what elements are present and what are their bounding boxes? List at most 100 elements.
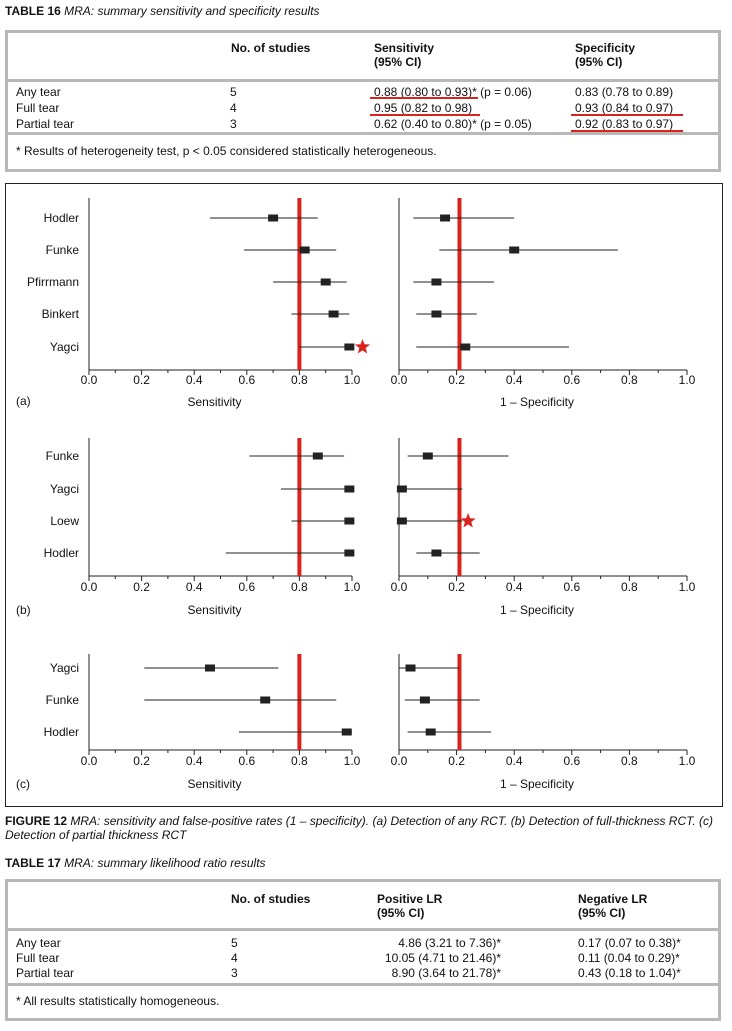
- table17-row-negative: 0.11 (0.04 to 0.29)*: [578, 951, 680, 965]
- table16-row-studies: 4: [230, 101, 237, 115]
- figure12-chart: 0.0 0.2 0.4 0.6 0.8 1.0 Hodler Funke Pfirrmann Bi…: [16, 198, 696, 791]
- fpr-point-marker: [431, 278, 442, 286]
- fpr-tick-label: 0.6: [563, 580, 580, 594]
- table16-header-sensitivity: Sensitivity: [374, 41, 435, 55]
- sensitivity-point-marker: [341, 728, 352, 736]
- table16-row-studies: 5: [230, 85, 237, 99]
- fpr-point-marker: [396, 485, 407, 493]
- table16-header-sensitivity-ci: (95% CI): [374, 55, 422, 69]
- sensitivity-tick-label: 0.2: [133, 754, 150, 768]
- sensitivity-point-marker: [328, 310, 339, 318]
- study-label: Hodler: [44, 211, 79, 225]
- sensitivity-point-marker: [344, 485, 355, 493]
- fpr-tick-label: 0.8: [621, 754, 638, 768]
- sensitivity-point-marker: [312, 452, 323, 460]
- table17-row-negative: 0.17 (0.07 to 0.38)*: [578, 936, 681, 950]
- table17-header: No. of studies Positive LR (95% CI) Nega…: [8, 882, 718, 931]
- study-label: Hodler: [44, 546, 79, 560]
- study-label: Yagci: [50, 661, 79, 675]
- table17-row-studies: 4: [231, 951, 238, 965]
- table16-caption-text: MRA: summary sensitivity and specificity…: [64, 4, 320, 18]
- table17-row-label: Partial tear: [16, 966, 75, 980]
- fpr-tick-label: 0.2: [448, 580, 465, 594]
- fpr-x-label: 1 – Specificity: [500, 395, 574, 409]
- table16-header: No. of studies Sensitivity (95% CI) Spec…: [8, 33, 718, 82]
- sensitivity-point-marker: [204, 664, 215, 672]
- table17-header-negative-ci: (95% CI): [578, 906, 626, 920]
- table16-row-specificity: 0.93 (0.84 to 0.97): [575, 101, 674, 115]
- figure12-caption: FIGURE 12 MRA: sensitivity and false-pos…: [5, 814, 721, 842]
- table17-row-studies: 3: [231, 966, 238, 980]
- table16-caption-label: TABLE 16: [5, 4, 61, 18]
- sensitivity-tick-label: 0.4: [186, 580, 203, 594]
- sensitivity-tick-label: 0.0: [81, 373, 98, 387]
- sensitivity-x-label: Sensitivity: [187, 395, 241, 409]
- sensitivity-tick-label: 0.8: [291, 373, 308, 387]
- sensitivity-tick-label: 0.6: [238, 754, 255, 768]
- table16-sens-value: 0.88 (0.80 to 0.93)*: [374, 85, 477, 99]
- study-label: Loew: [50, 514, 79, 528]
- table17-row-negative: 0.43 (0.18 to 1.04)*: [578, 966, 681, 980]
- fpr-point-marker: [509, 246, 520, 254]
- sensitivity-tick-label: 0.0: [81, 580, 98, 594]
- sensitivity-point-marker: [260, 696, 271, 704]
- sensitivity-tick-label: 0.4: [186, 373, 203, 387]
- table17-row-positive: 4.86 (3.21 to 7.36)*: [398, 936, 501, 950]
- fpr-tick-label: 0.2: [448, 373, 465, 387]
- table17-row-label: Any tear: [16, 936, 61, 950]
- sensitivity-tick-label: 0.8: [291, 754, 308, 768]
- sensitivity-x-label: Sensitivity: [187, 777, 241, 791]
- fpr-point-marker: [422, 452, 433, 460]
- sensitivity-point-marker: [344, 549, 355, 557]
- table16-row-label: Partial tear: [16, 117, 75, 131]
- fpr-point-marker: [460, 343, 471, 351]
- fpr-tick-label: 0.6: [563, 373, 580, 387]
- table17-caption-text: MRA: summary likelihood ratio results: [64, 856, 266, 870]
- table17-header-negative: Negative LR: [578, 892, 648, 906]
- red-star-icon: [460, 513, 476, 528]
- fpr-point-marker: [425, 728, 436, 736]
- study-label: Pfirrmann: [27, 275, 79, 289]
- table16-caption: TABLE 16 MRA: summary sensitivity and sp…: [5, 4, 320, 18]
- sensitivity-point-marker: [299, 246, 310, 254]
- table17-footnote: * All results statistically homogeneous.: [16, 994, 220, 1008]
- sensitivity-point-marker: [344, 343, 355, 351]
- sensitivity-point-marker: [344, 517, 355, 525]
- fpr-tick-label: 0.0: [391, 754, 408, 768]
- study-label: Yagci: [50, 340, 79, 354]
- table16-row-sensitivity: 0.95 (0.82 to 0.98): [374, 101, 472, 116]
- table17-caption: TABLE 17 MRA: summary likelihood ratio r…: [5, 856, 266, 870]
- study-label: Funke: [46, 693, 80, 707]
- panel-tag: (a): [16, 394, 31, 408]
- fpr-tick-label: 0.4: [506, 754, 523, 768]
- fpr-tick-label: 0.0: [391, 580, 408, 594]
- table16-row-studies: 3: [230, 117, 237, 131]
- table17-row-label: Full tear: [16, 951, 60, 965]
- table17-row-studies: 5: [231, 936, 238, 950]
- table16-row-sensitivity: 0.88 (0.80 to 0.93)* (p = 0.06): [374, 85, 532, 100]
- sensitivity-tick-label: 0.2: [133, 373, 150, 387]
- fpr-tick-label: 0.0: [391, 373, 408, 387]
- table16-row-label: Full tear: [16, 101, 60, 115]
- table17-footer: * All results statistically homogeneous.: [8, 983, 718, 1018]
- table16-sens-p: (p = 0.06): [476, 85, 532, 99]
- highlight-underline: [370, 97, 478, 99]
- table16-header-specificity-ci: (95% CI): [575, 55, 623, 69]
- fpr-x-label: 1 – Specificity: [500, 777, 574, 791]
- table17-header-positive-ci: (95% CI): [377, 906, 425, 920]
- table17-header-studies: No. of studies: [231, 892, 311, 906]
- fpr-tick-label: 1.0: [679, 373, 696, 387]
- table17-row-positive: 8.90 (3.64 to 21.78)*: [391, 966, 501, 980]
- highlight-underline: [370, 114, 480, 116]
- panel-tag: (b): [16, 603, 31, 617]
- fpr-tick-label: 1.0: [679, 754, 696, 768]
- table16: No. of studies Sensitivity (95% CI) Spec…: [5, 30, 721, 172]
- sensitivity-tick-label: 0.8: [291, 580, 308, 594]
- table16-footer: * Results of heterogeneity test, p < 0.0…: [8, 132, 718, 169]
- figure12-caption-label: FIGURE 12: [5, 814, 68, 828]
- table16-row-sensitivity: 0.62 (0.40 to 0.80)* (p = 0.05): [374, 117, 532, 132]
- figure12: 0.0 0.2 0.4 0.6 0.8 1.0 Hodler Funke Pfirrmann Bi…: [5, 183, 723, 807]
- fpr-point-marker: [440, 214, 451, 222]
- highlight-underline: [571, 130, 683, 132]
- table16-row-specificity: 0.83 (0.78 to 0.89): [575, 85, 674, 99]
